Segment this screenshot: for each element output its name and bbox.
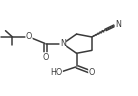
Text: O: O xyxy=(89,68,95,77)
Text: HO: HO xyxy=(50,68,62,77)
Text: O: O xyxy=(26,32,32,41)
Text: N: N xyxy=(115,20,121,29)
Text: O: O xyxy=(42,53,49,62)
Text: N: N xyxy=(60,39,66,48)
